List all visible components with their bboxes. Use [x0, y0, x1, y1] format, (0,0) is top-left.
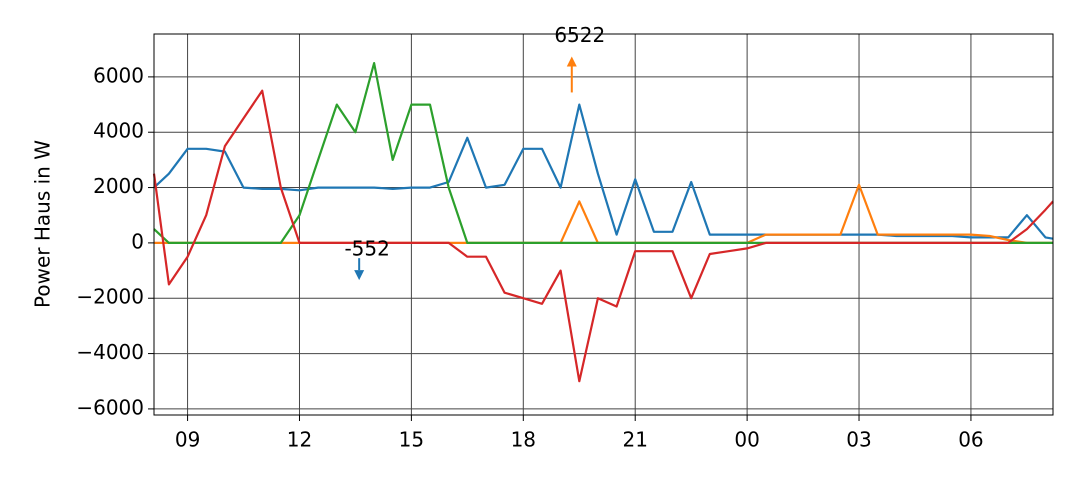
- y-tick-label: 2000: [93, 174, 144, 198]
- x-tick-label: 12: [287, 428, 312, 452]
- x-tick-label: 15: [399, 428, 424, 452]
- y-tick-label: 4000: [93, 119, 144, 143]
- series-line: [152, 89, 1054, 383]
- x-tick-label: 21: [622, 428, 647, 452]
- annotation-label: 6522: [554, 23, 605, 47]
- plot-frame: [153, 33, 1054, 416]
- y-axis-label: Power Haus in W: [31, 140, 55, 308]
- y-tick-label: 0: [131, 229, 144, 253]
- x-tick-label: 06: [958, 428, 983, 452]
- y-tick-label: −6000: [76, 395, 144, 419]
- y-tick-label: −4000: [76, 340, 144, 364]
- series-line: [153, 62, 1053, 244]
- annotation-label: -552: [344, 237, 389, 261]
- annotation-marker: [354, 270, 365, 281]
- series-line: [153, 103, 1054, 240]
- x-tick-label: 00: [734, 428, 759, 452]
- y-tick-label: 6000: [93, 63, 144, 87]
- x-tick-label: 18: [511, 428, 536, 452]
- x-tick-label: 03: [846, 428, 871, 452]
- annotation-marker: [566, 56, 577, 67]
- y-tick-label: −2000: [76, 285, 144, 309]
- x-tick-label: 09: [175, 428, 200, 452]
